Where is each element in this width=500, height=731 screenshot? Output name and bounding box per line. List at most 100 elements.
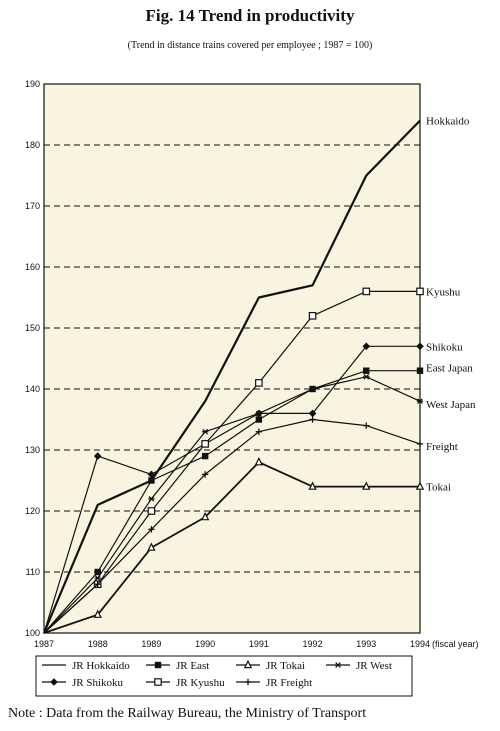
legend-item: JR Tokai	[236, 659, 305, 672]
legend-marker	[154, 661, 162, 669]
series-line-jr-freight	[43, 418, 421, 634]
series-jr-freight: Freight	[43, 416, 458, 634]
series-line-jr-hokkaido	[42, 119, 421, 634]
legend-label: JR Hokkaido	[72, 660, 130, 672]
data-point	[148, 495, 155, 502]
series-end-label: Tokai	[426, 482, 451, 494]
y-tick-label: 130	[25, 445, 40, 455]
x-tick-label: 1988	[88, 639, 108, 649]
series-end-label: Shikoku	[426, 341, 463, 353]
source-note: Note : Data from the Railway Bureau, the…	[8, 706, 367, 721]
series-line-jr-tokai	[43, 461, 420, 634]
legend-label: JR Freight	[266, 677, 312, 689]
line-chart: 100 110 120 130 140 150 160 170 180 190 1987 1988 19…	[25, 79, 479, 697]
chart-subtitle: (Trend in distance trains covered per em…	[127, 40, 373, 51]
chart-title: Fig. 14 Trend in productivity	[145, 6, 355, 25]
legend-item: JR West	[326, 660, 392, 672]
x-tick-label: 1993	[356, 639, 376, 649]
legend: JR Hokkaido JR East JR Tokai JR West JR Shik…	[35, 655, 413, 697]
data-point	[308, 312, 317, 320]
x-unit-label: (fiscal year)	[432, 639, 479, 649]
data-point	[200, 511, 210, 521]
x-tick-label: 1987	[34, 639, 54, 649]
legend-item: JR Kyushu	[146, 677, 225, 689]
data-point	[363, 373, 370, 380]
legend-label: JR Shikoku	[72, 677, 124, 689]
legend-item: JR Freight	[236, 677, 312, 689]
data-point	[255, 379, 263, 387]
y-tick-label: 110	[26, 567, 40, 577]
series-jr-shikoku: Shikoku	[43, 341, 463, 634]
series-jr-hokkaido: Hokkaido	[42, 116, 470, 634]
legend-marker	[244, 678, 252, 686]
legend-item: JR Hokkaido	[42, 660, 130, 672]
legend-label: JR East	[176, 660, 209, 672]
data-point	[416, 342, 424, 351]
series-end-label: Hokkaido	[426, 116, 470, 128]
series-end-label: East Japan	[426, 363, 473, 375]
legend-marker	[243, 659, 253, 669]
data-point	[147, 470, 156, 479]
data-point	[201, 440, 209, 448]
y-tick-label: 160	[25, 262, 40, 272]
data-point	[363, 422, 370, 429]
data-point	[416, 367, 424, 374]
series-end-label: Kyushu	[426, 286, 461, 298]
legend-label: JR West	[356, 660, 392, 672]
data-point	[415, 481, 425, 490]
series-line-jr-kyushu	[43, 290, 420, 634]
series-end-label: West Japan	[426, 399, 476, 411]
data-point	[416, 440, 424, 448]
data-point	[255, 409, 263, 418]
series-line-jr-west	[43, 376, 421, 634]
series-jr-west: West Japan	[43, 373, 476, 634]
data-point	[94, 581, 101, 588]
data-point	[201, 428, 209, 435]
x-tick-label: 1990	[195, 639, 215, 649]
data-point	[362, 287, 371, 296]
y-tick-label: 190	[25, 79, 40, 89]
data-point	[362, 481, 371, 490]
data-point	[147, 542, 156, 551]
series-line-jr-shikoku	[43, 345, 420, 634]
data-point	[94, 575, 101, 581]
data-point	[93, 609, 102, 618]
x-tick-label: 1994	[410, 639, 430, 649]
y-tick-label: 120	[25, 506, 40, 516]
y-tick-label: 150	[25, 323, 40, 333]
data-point	[254, 457, 264, 466]
data-point	[363, 367, 370, 374]
data-point	[93, 452, 102, 460]
data-point	[308, 409, 317, 418]
data-point	[148, 526, 155, 533]
data-point	[255, 428, 263, 435]
x-tick-label: 1989	[141, 639, 161, 649]
x-tick-label: 1992	[303, 639, 323, 649]
legend-item: JR Shikoku	[42, 677, 124, 689]
data-point	[309, 386, 316, 392]
data-point	[255, 416, 263, 423]
data-point	[362, 342, 371, 351]
data-point	[416, 398, 424, 405]
data-point	[416, 287, 424, 296]
legend-box	[35, 655, 413, 697]
y-tick-label: 100	[25, 628, 40, 638]
legend-marker	[154, 678, 162, 686]
data-point	[147, 507, 156, 515]
data-point	[308, 481, 317, 490]
legend-label: JR Tokai	[266, 660, 305, 672]
y-tick-label: 180	[25, 140, 40, 150]
legend-label: JR Kyushu	[176, 677, 225, 689]
series-end-label: Freight	[426, 441, 458, 453]
data-point	[201, 452, 209, 460]
legend-item: JR East	[146, 660, 209, 672]
data-point	[201, 471, 209, 478]
data-point	[148, 477, 155, 484]
plot-area	[43, 83, 421, 634]
legend-marker	[50, 678, 58, 686]
data-point	[94, 568, 101, 576]
y-tick-label: 140	[25, 384, 40, 394]
series-jr-tokai: Tokai	[43, 457, 451, 634]
y-tick-label: 170	[25, 201, 40, 211]
data-point	[309, 416, 316, 423]
